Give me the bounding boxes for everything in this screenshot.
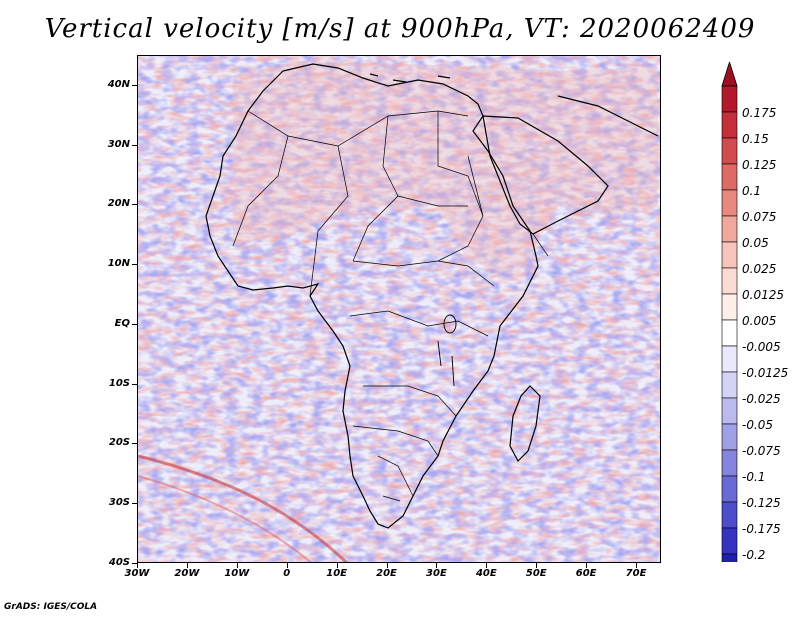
africa-coastline: [205, 63, 539, 529]
madagascar-coastline: [509, 385, 541, 462]
jet-band-line: [138, 454, 349, 562]
velocity-field-map: [138, 56, 660, 562]
colorbar-swatch: [721, 189, 738, 217]
colorbar-label: -0.005: [742, 340, 781, 354]
colorbar-label: -0.125: [742, 496, 781, 510]
lon-tick-label: 60E: [575, 568, 597, 579]
vertical-velocity-shading: [138, 56, 660, 562]
colorbar-swatch: [721, 501, 738, 529]
lon-tick: [436, 563, 438, 568]
lon-tick: [486, 563, 488, 568]
lat-tick-label: 30N: [107, 138, 130, 150]
lon-tick: [286, 563, 288, 568]
colorbar-swatch: [721, 137, 738, 165]
colorbar-swatch: [721, 215, 738, 243]
grads-credit: GrADS: IGES/COLA: [4, 602, 98, 612]
colorbar-label: -0.2: [742, 548, 766, 562]
colorbar-swatch: [721, 397, 738, 425]
lat-tick: [132, 503, 137, 505]
colorbar-label: 0.125: [742, 158, 777, 172]
colorbar-label: -0.05: [742, 418, 774, 432]
colorbar-swatch: [721, 241, 738, 269]
lat-tick: [132, 84, 137, 86]
colorbar-label: 0.005: [742, 314, 777, 328]
lat-tick-label: 20N: [107, 198, 130, 210]
colorbar-label: 0.075: [742, 210, 777, 224]
colorbar-label: 0.1: [742, 184, 762, 198]
colorbar-label: 0.0125: [742, 288, 784, 302]
colorbar-swatch: [721, 293, 738, 321]
colorbar-label: -0.175: [742, 522, 781, 536]
lat-tick: [132, 563, 137, 564]
lat-tick-label: 40S: [108, 557, 130, 568]
colorbar-swatch: [721, 111, 738, 139]
lon-tick: [236, 563, 238, 568]
colorbar-swatch: [721, 423, 738, 451]
colorbar-label: 0.025: [742, 262, 777, 276]
colorbar: [721, 62, 738, 562]
colorbar-swatch: [721, 319, 738, 347]
lat-tick: [132, 323, 137, 325]
lon-tick: [586, 563, 588, 568]
lat-tick-label: 10S: [108, 377, 130, 389]
lat-tick-label: 30S: [108, 497, 130, 509]
colorbar-swatch: [721, 527, 738, 555]
lat-tick: [132, 144, 137, 146]
colorbar-swatch: [721, 85, 738, 113]
arabia-coastline: [482, 115, 609, 235]
great-lakes: [437, 314, 457, 387]
lon-tick-label: 10W: [224, 568, 250, 579]
coastlines: [205, 63, 659, 529]
lat-tick-label: 20S: [108, 437, 130, 449]
lon-tick: [137, 563, 138, 568]
colorbar-swatch: [721, 345, 738, 373]
lat-tick-label: 40N: [107, 78, 130, 90]
colorbar-swatch: [721, 267, 738, 295]
lon-tick: [636, 563, 638, 568]
iran-coastline: [557, 95, 659, 137]
lat-tick: [132, 204, 137, 206]
colorbar-label: -0.1: [742, 470, 766, 484]
colorbar-swatch: [721, 163, 738, 191]
map-panel: [137, 55, 661, 563]
lon-tick: [336, 563, 338, 568]
lon-tick: [186, 563, 188, 568]
colorbar-swatch: [721, 553, 738, 562]
map-title: Vertical velocity [m/s] at 900hPa, VT: 2…: [44, 14, 756, 44]
lon-tick-label: 40E: [475, 568, 497, 579]
colorbar-swatch: [721, 449, 738, 477]
lon-tick-label: 30E: [426, 568, 447, 579]
lon-tick-label: 10E: [326, 568, 347, 579]
colorbar-swatch: [721, 371, 738, 399]
lat-tick-label: 10N: [107, 258, 130, 270]
jet-band-line-2: [138, 475, 313, 562]
lat-tick: [132, 264, 137, 266]
lon-tick: [386, 563, 388, 568]
colorbar-label: -0.025: [742, 392, 781, 406]
lat-tick-label: EQ: [114, 317, 130, 329]
lon-tick-label: 20E: [376, 568, 397, 579]
lon-tick-label: 30W: [124, 568, 150, 579]
colorbar-label: 0.05: [742, 236, 769, 250]
colorbar-top-arrow: [721, 62, 738, 87]
colorbar-label: 0.175: [742, 106, 777, 120]
lat-tick: [132, 443, 137, 445]
lon-tick: [536, 563, 538, 568]
lon-tick-label: 0: [283, 568, 291, 579]
lon-tick-label: 50E: [525, 568, 547, 579]
lat-tick: [132, 383, 137, 385]
colorbar-swatch: [721, 475, 738, 503]
colorbar-label: -0.0125: [742, 366, 789, 380]
colorbar-label: -0.075: [742, 444, 781, 458]
mediterranean-islands: [369, 73, 451, 83]
colorbar-label: 0.15: [742, 132, 769, 146]
lon-tick-label: 20W: [174, 568, 200, 579]
lon-tick-label: 70E: [625, 568, 647, 579]
country-borders: [232, 110, 549, 502]
